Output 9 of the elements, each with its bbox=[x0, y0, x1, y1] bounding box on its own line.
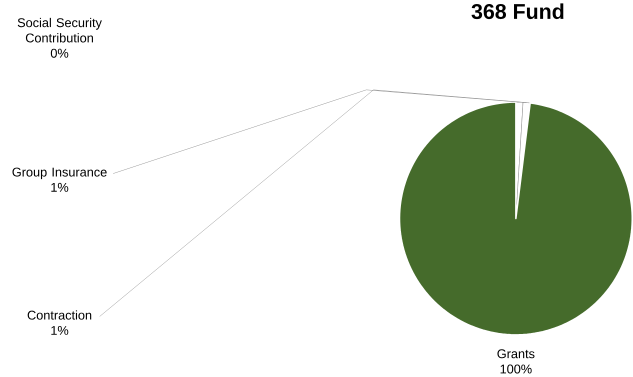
data-label: 1% bbox=[51, 182, 68, 192]
slice-label: Contraction bbox=[28, 310, 92, 320]
slice-label: Group Insurance bbox=[12, 168, 107, 180]
slice-label: Grants bbox=[497, 349, 534, 358]
chart-title: 368 Fund bbox=[472, 3, 564, 20]
text: 0% bbox=[50, 48, 68, 58]
data-label: 100% bbox=[500, 364, 532, 374]
category-label: Social Security Contribution bbox=[18, 18, 102, 42]
data-label: 1% bbox=[51, 326, 68, 335]
